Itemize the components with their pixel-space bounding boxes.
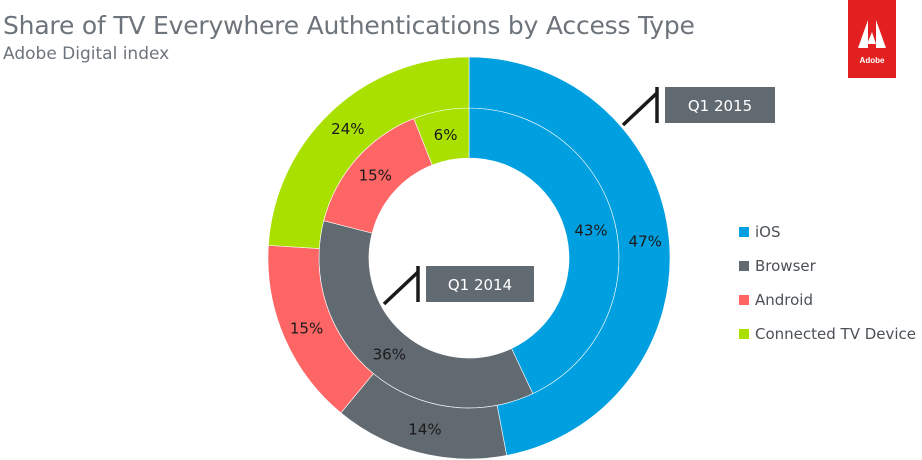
slice-label-outer-browser: 14% bbox=[408, 420, 441, 438]
legend-item-browser: Browser bbox=[739, 249, 916, 283]
legend-label-browser: Browser bbox=[755, 257, 816, 275]
chart-subtitle: Adobe Digital index bbox=[3, 44, 170, 64]
slice-label-outer-android: 15% bbox=[290, 319, 323, 337]
slice-labels: 43% 36% 15% 6% 47% 14% 15% 24% bbox=[290, 120, 662, 438]
legend-swatch-ios bbox=[739, 227, 749, 237]
legend: iOS Browser Android Connected TV Device bbox=[739, 215, 916, 351]
adobe-logo-icon: Adobe bbox=[848, 0, 896, 78]
slice-outer-ios bbox=[468, 56, 671, 456]
adobe-logo-text: Adobe bbox=[859, 56, 885, 65]
slice-label-inner-ios: 43% bbox=[574, 222, 607, 240]
year-tag-box-q1-2014 bbox=[426, 266, 534, 302]
chart-title: Share of TV Everywhere Authentications b… bbox=[3, 11, 695, 40]
callout-line-q1-2014 bbox=[382, 270, 420, 306]
legend-item-connected-tv-device: Connected TV Device bbox=[739, 317, 916, 351]
callout-line-q1-2015 bbox=[621, 91, 659, 127]
year-tag-label-q1-2015: Q1 2015 bbox=[688, 97, 752, 115]
slice-label-outer-ios: 47% bbox=[629, 232, 662, 250]
legend-label-ios: iOS bbox=[755, 223, 781, 241]
slice-label-outer-connected-tv-device: 24% bbox=[331, 120, 364, 138]
year-tags: Q1 2015 Q1 2014 bbox=[382, 87, 775, 306]
slice-label-inner-browser: 36% bbox=[373, 345, 406, 363]
slice-label-inner-android: 15% bbox=[359, 166, 392, 184]
year-tag-label-q1-2014: Q1 2014 bbox=[448, 276, 512, 294]
legend-item-android: Android bbox=[739, 283, 916, 317]
year-tag-box-q1-2015 bbox=[665, 87, 775, 123]
legend-label-connected-tv-device: Connected TV Device bbox=[755, 325, 917, 343]
slice-outer-connected-tv-device bbox=[268, 56, 470, 249]
chart-rings bbox=[267, 56, 671, 460]
legend-swatch-android bbox=[739, 295, 749, 305]
legend-swatch-connected-tv-device bbox=[739, 329, 749, 339]
legend-swatch-browser bbox=[739, 261, 749, 271]
adobe-a-mark-icon bbox=[858, 20, 886, 48]
slice-label-inner-connected-tv-device: 6% bbox=[434, 126, 458, 144]
legend-item-ios: iOS bbox=[739, 215, 916, 249]
legend-label-android: Android bbox=[755, 291, 813, 309]
